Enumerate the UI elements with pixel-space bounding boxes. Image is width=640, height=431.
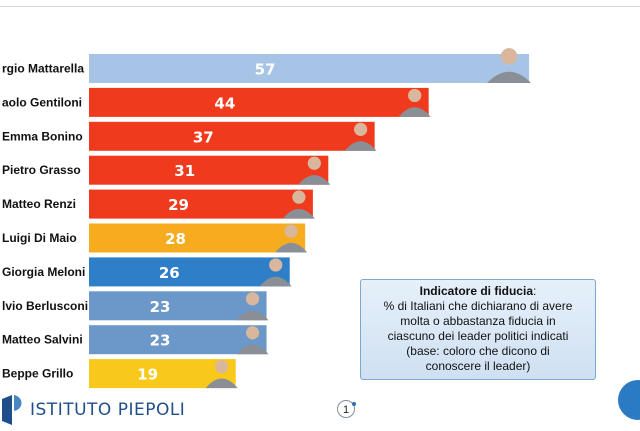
trust-bar-chart: rgio Mattarella 57 aolo Gentiloni 44 Emma Bo… [2, 48, 532, 389]
leader-photo-icon [298, 156, 331, 185]
leader-photo-icon [205, 360, 238, 389]
info-box: Indicatore di fiducia: % di Italiani che… [360, 279, 596, 380]
category-label: lvio Berlusconi [2, 299, 88, 313]
bar-value-label: 23 [150, 298, 171, 316]
leader-photo-icon [275, 224, 308, 253]
leader-photo-icon [236, 292, 269, 321]
category-label: Matteo Renzi [2, 197, 76, 211]
page-number: 1 [337, 400, 356, 418]
bar-value-label: 23 [150, 332, 171, 350]
leader-photo-icon [282, 190, 315, 219]
leader-photo-icon [259, 258, 292, 287]
corner-circle-icon [618, 380, 640, 420]
top-divider [0, 6, 640, 7]
leader-photo-icon [487, 48, 532, 83]
category-label: aolo Gentiloni [2, 95, 82, 109]
category-label: Giorgia Meloni [2, 265, 85, 279]
bar-value-label: 44 [214, 94, 235, 112]
bar-value-label: 57 [255, 61, 276, 79]
bar [89, 257, 290, 287]
info-box-title: Indicatore di fiducia [419, 284, 533, 298]
istituto-piepoli-logo: ISTITUTO PIEPOLI [0, 392, 185, 428]
category-label: rgio Mattarella [2, 62, 84, 76]
bar [89, 87, 429, 117]
istituto-piepoli-logo-icon [2, 395, 22, 425]
bar [89, 223, 306, 253]
bar [89, 291, 267, 321]
leader-photo-icon [236, 326, 269, 355]
leader-photo-icon [344, 122, 377, 151]
info-box-title-colon: : [533, 284, 537, 298]
logo-text: ISTITUTO PIEPOLI [30, 400, 186, 420]
info-box-line: molta o abbastanza fiducia in [400, 314, 556, 328]
bar [89, 189, 313, 219]
bar-value-label: 29 [168, 196, 189, 214]
bar-value-label: 19 [137, 366, 158, 384]
bar-value-label: 37 [193, 128, 214, 146]
bar [89, 54, 530, 83]
category-label: Matteo Salvini [2, 333, 83, 347]
bar-value-label: 31 [174, 162, 195, 180]
bar-value-label: 28 [165, 230, 186, 248]
leader-photo-icon [398, 88, 431, 117]
bar [89, 121, 375, 151]
info-box-line: ciascuno dei leader politici indicati [387, 329, 569, 343]
bar [89, 155, 329, 185]
category-label: Beppe Grillo [2, 367, 73, 381]
category-label: Pietro Grasso [2, 163, 81, 177]
info-box-line: (base: coloro che dicono di [406, 344, 550, 358]
category-label: Luigi Di Maio [2, 231, 77, 245]
bar [89, 325, 267, 355]
info-box-line: conoscere il leader) [425, 359, 531, 373]
info-box-line: % di Italiani che dichiarano di avere [383, 299, 573, 313]
category-label: Emma Bonino [2, 129, 83, 143]
bar-value-label: 26 [159, 264, 180, 282]
